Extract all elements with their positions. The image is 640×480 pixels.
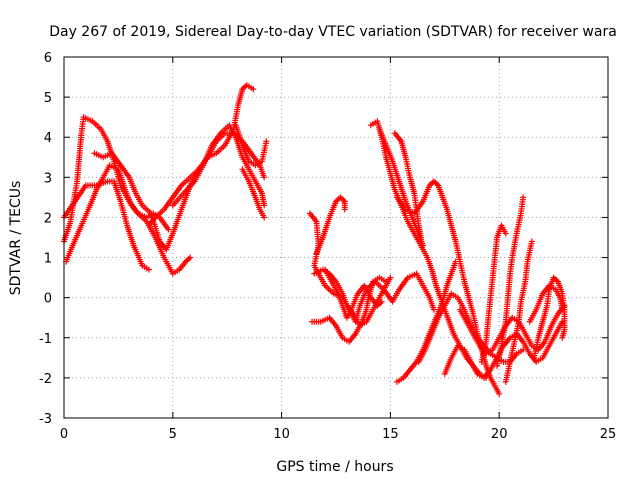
data-point — [496, 390, 503, 397]
data-point — [452, 258, 459, 265]
data-point — [341, 206, 348, 213]
data-point — [263, 138, 270, 145]
data-point — [420, 242, 427, 249]
data-point — [261, 214, 268, 221]
data-point — [261, 202, 268, 209]
series-track-2 — [63, 162, 172, 265]
data-point — [502, 230, 509, 237]
x-tick-label: 5 — [169, 427, 177, 442]
data-point — [417, 234, 424, 241]
series-track-10 — [309, 274, 390, 345]
series-track-26 — [526, 282, 566, 325]
series-track-6 — [169, 122, 268, 209]
y-axis-label: SDTVAR / TECUs — [8, 181, 24, 296]
data-point — [261, 174, 268, 181]
data-point — [559, 306, 566, 313]
x-tick-label: 15 — [382, 427, 399, 442]
data-point — [559, 334, 566, 341]
y-tick-label: 0 — [44, 292, 52, 307]
y-tick-label: 5 — [44, 91, 52, 106]
data-point — [187, 254, 194, 261]
series-track-12 — [313, 194, 348, 257]
y-tick-label: 1 — [44, 252, 52, 267]
data-point — [250, 86, 257, 93]
x-tick-label: 20 — [491, 427, 508, 442]
data-marks — [61, 82, 568, 397]
series-track-13 — [322, 266, 385, 321]
series-track-16 — [391, 130, 424, 241]
chart-title: Day 267 of 2019, Sidereal Day-to-day VTE… — [49, 24, 617, 40]
y-tick-label: -3 — [39, 412, 52, 427]
y-tick-label: 2 — [44, 211, 52, 226]
grid — [64, 57, 608, 418]
series-track-8 — [239, 166, 268, 221]
plot-frame — [63, 56, 609, 419]
data-point — [378, 298, 385, 305]
data-point — [145, 266, 152, 273]
data-point — [528, 238, 535, 245]
series-track-7 — [232, 122, 270, 169]
series-track-22 — [478, 222, 509, 365]
series-track-17 — [393, 178, 503, 397]
y-tick-label: -2 — [39, 372, 52, 387]
x-axis-label: GPS time / hours — [276, 459, 393, 475]
series-track-23 — [494, 194, 527, 369]
x-tick-label: 10 — [273, 427, 290, 442]
y-tick-label: 6 — [44, 51, 52, 66]
x-tick-label: 25 — [600, 427, 617, 442]
series-track-24 — [502, 238, 535, 385]
y-tick-label: -1 — [39, 332, 52, 347]
y-tick-label: 4 — [44, 131, 52, 146]
data-point — [520, 194, 527, 201]
data-point — [430, 306, 437, 313]
data-point — [165, 226, 172, 233]
series-track-3 — [61, 178, 152, 273]
x-tick-label: 0 — [60, 427, 68, 442]
y-tick-label: 3 — [44, 171, 52, 186]
data-point — [387, 274, 394, 281]
